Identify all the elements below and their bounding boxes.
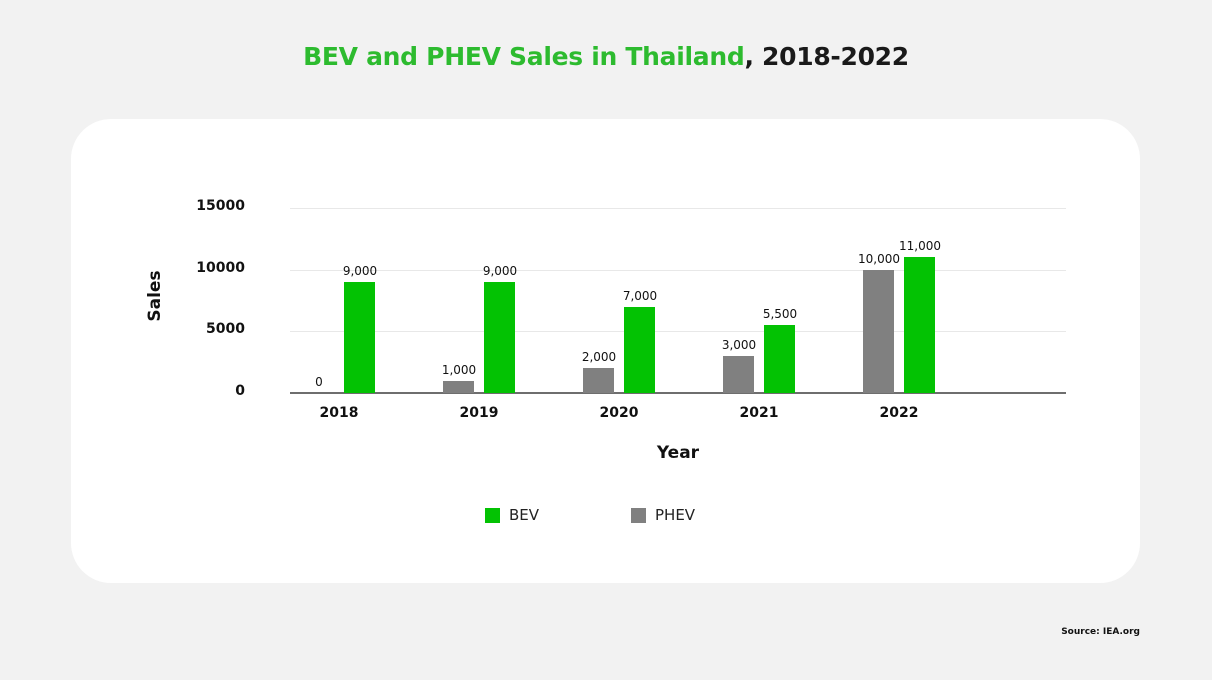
bar-bev-2020 [624, 306, 655, 393]
chart-title-rest: , 2018-2022 [744, 42, 909, 71]
source-note: Source: IEA.org [1061, 627, 1140, 637]
x-tick-label: 2018 [319, 405, 359, 421]
x-tick-label: 2020 [599, 405, 639, 421]
value-label-phev: 3,000 [721, 338, 757, 352]
y-tick-label: 15000 [196, 198, 245, 214]
chart-card [71, 119, 1140, 583]
x-axis-label: Year [656, 443, 700, 463]
legend-item-bev: BEV [485, 506, 539, 524]
bar-phev-2022 [863, 269, 894, 393]
y-tick-label: 5000 [206, 321, 245, 337]
legend-label-phev: PHEV [655, 506, 696, 524]
bar-bev-2022 [904, 257, 935, 393]
gridline [290, 270, 1066, 271]
x-axis-line [290, 392, 1066, 394]
bar-bev-2018 [344, 282, 375, 393]
bar-phev-2020 [583, 368, 614, 393]
value-label-phev: 1,000 [441, 362, 477, 377]
legend-item-phev: PHEV [631, 506, 695, 524]
chart-title: BEV and PHEV Sales in Thailand, 2018-202… [0, 42, 1212, 71]
x-tick-label: 2019 [459, 405, 499, 421]
value-label-phev: 10,000 [858, 251, 900, 266]
value-label-bev: 7,000 [622, 288, 658, 303]
x-tick-label: 2022 [879, 405, 919, 421]
legend-swatch-bev [485, 507, 500, 523]
bar-phev-2019 [443, 380, 474, 393]
bar-phev-2021 [723, 356, 754, 393]
gridline [290, 208, 1066, 209]
value-label-bev: 5,500 [762, 307, 798, 322]
legend-label-bev: BEV [509, 506, 540, 524]
x-tick-label: 2021 [739, 405, 779, 421]
value-label-bev: 11,000 [899, 239, 941, 254]
y-tick-label: 0 [235, 383, 245, 399]
legend-swatch-phev [631, 507, 646, 523]
gridline [290, 331, 1066, 332]
value-label-bev: 9,000 [482, 264, 518, 278]
y-tick-label: 10000 [196, 260, 245, 276]
bar-bev-2021 [764, 325, 795, 393]
value-label-phev: 0 [315, 375, 323, 389]
value-label-bev: 9,000 [342, 264, 378, 278]
value-label-phev: 2,000 [581, 350, 617, 365]
bar-bev-2019 [484, 282, 515, 393]
chart-title-highlight: BEV and PHEV Sales in Thailand [303, 42, 745, 71]
y-axis-label: Sales [145, 270, 165, 322]
